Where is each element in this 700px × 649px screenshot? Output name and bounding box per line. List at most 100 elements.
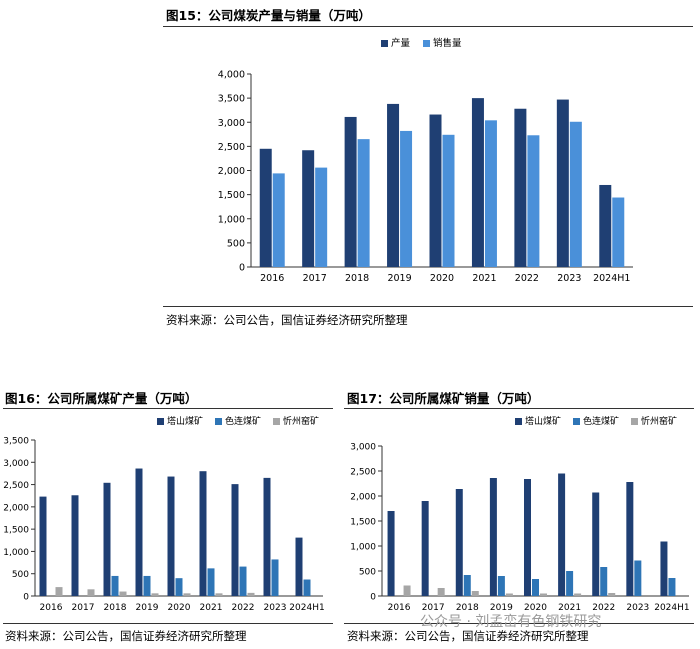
chart2-legend-swatch-s2 bbox=[631, 418, 638, 425]
chart1-x-tick-label-2020: 2020 bbox=[168, 603, 191, 613]
chart0-x-tick-label-2020: 2020 bbox=[430, 273, 454, 284]
chart1-bar-2021-s1 bbox=[207, 568, 215, 596]
figure-17-bottom-rule bbox=[344, 623, 694, 624]
chart0-y-tick-label-5: 2,500 bbox=[218, 142, 245, 153]
chart1-x-tick-label-2023: 2023 bbox=[264, 603, 287, 613]
chart1-legend-swatch-s1 bbox=[215, 418, 222, 425]
chart2-bar-2019-s1 bbox=[497, 576, 505, 596]
chart0-x-tick-label-2022: 2022 bbox=[515, 273, 539, 284]
chart2-bar-2022-s1 bbox=[600, 567, 608, 596]
chart1-x-tick-label-2017: 2017 bbox=[72, 603, 95, 613]
chart2-x-tick-label-2016: 2016 bbox=[388, 603, 411, 613]
chart0-bar-2017-s0 bbox=[302, 150, 315, 267]
chart1-legend-label-s0: 塔山煤矿 bbox=[167, 415, 203, 427]
chart1-bar-2020-s0 bbox=[167, 476, 175, 596]
chart2-bar-2019-s2 bbox=[505, 593, 513, 596]
chart1-y-tick-label-0: 0 bbox=[23, 593, 29, 603]
chart0-y-tick-label-8: 4,000 bbox=[218, 70, 245, 81]
chart0-bar-2018-s0 bbox=[344, 116, 357, 267]
chart1-y-tick-label-7: 3,500 bbox=[3, 437, 29, 447]
chart1-bar-2019-s2 bbox=[151, 593, 159, 596]
chart1-bar-2022-s2 bbox=[247, 592, 255, 596]
chart-17-mine-sales: 0 500 1,000 1,500 2,000 2,500 3,000 2016 2017 201… bbox=[350, 415, 689, 613]
chart1-legend-label-s1: 色连煤矿 bbox=[225, 415, 261, 427]
chart2-x-tick-label-2017: 2017 bbox=[422, 603, 445, 613]
figure-17-title: 图17：公司所属煤矿销量（万吨） bbox=[347, 391, 540, 406]
chart1-bar-2021-s2 bbox=[215, 593, 223, 596]
chart2-bar-2021-s0 bbox=[558, 473, 566, 596]
chart2-bar-2017-s0 bbox=[421, 501, 429, 596]
chart2-y-tick-label-5: 2,500 bbox=[350, 468, 376, 478]
chart0-legend-label-s1: 销售量 bbox=[433, 37, 462, 49]
chart0-bar-2016-s0 bbox=[259, 148, 272, 267]
chart1-bar-2018-s0 bbox=[103, 482, 111, 596]
chart0-bar-2022-s0 bbox=[514, 108, 527, 268]
chart0-legend-swatch-s0 bbox=[381, 40, 388, 47]
chart1-x-tick-label-2016: 2016 bbox=[40, 603, 63, 613]
chart1-x-tick-label-2019: 2019 bbox=[136, 603, 159, 613]
chart1-bar-2016-s2 bbox=[55, 587, 63, 596]
chart0-legend-swatch-s1 bbox=[423, 40, 430, 47]
chart2-x-tick-label-2018: 2018 bbox=[456, 603, 479, 613]
chart0-y-tick-label-3: 1,500 bbox=[218, 190, 245, 201]
chart1-x-tick-label-2022: 2022 bbox=[232, 603, 255, 613]
chart1-bar-2022-s0 bbox=[231, 484, 239, 596]
chart0-legend-label-s0: 产量 bbox=[391, 37, 411, 49]
chart0-bar-2018-s1 bbox=[357, 139, 370, 267]
chart1-y-tick-label-4: 2,000 bbox=[3, 503, 29, 513]
chart2-bar-2016-s0 bbox=[387, 511, 395, 596]
chart1-bar-2023-s1 bbox=[271, 559, 279, 596]
chart2-bar-2018-s0 bbox=[455, 489, 463, 596]
chart2-legend-label-s2: 忻州窑矿 bbox=[641, 415, 677, 427]
chart0-bar-2020-s0 bbox=[429, 114, 442, 267]
chart1-bar-2022-s1 bbox=[239, 566, 247, 596]
chart1-x-tick-label-2021: 2021 bbox=[200, 603, 223, 613]
chart2-bar-2021-s2 bbox=[574, 593, 582, 596]
chart2-bar-2020-s0 bbox=[524, 479, 531, 596]
chart2-bar-2023-s1 bbox=[634, 560, 642, 596]
chart0-y-tick-label-7: 3,500 bbox=[218, 94, 245, 105]
chart1-bar-2020-s2 bbox=[183, 593, 191, 596]
chart2-x-tick-label-2019: 2019 bbox=[490, 603, 513, 613]
chart2-x-tick-label-2020: 2020 bbox=[524, 603, 547, 613]
chart0-y-tick-label-0: 0 bbox=[239, 263, 245, 274]
chart0-y-tick-label-4: 2,000 bbox=[218, 166, 245, 177]
chart2-legend-label-s1: 色连煤矿 bbox=[583, 415, 619, 427]
chart1-y-tick-label-2: 1,000 bbox=[3, 548, 29, 558]
chart2-bar-2016-s2 bbox=[403, 585, 411, 596]
figure-15-source: 资料来源：公司公告，国信证券经济研究所整理 bbox=[166, 313, 408, 327]
chart2-bar-2024h1-s1 bbox=[668, 578, 676, 596]
figure-16-source: 资料来源：公司公告，国信证券经济研究所整理 bbox=[5, 629, 247, 643]
chart1-y-tick-label-6: 3,000 bbox=[3, 459, 29, 469]
figure-17-source: 资料来源：公司公告，国信证券经济研究所整理 bbox=[347, 629, 589, 643]
chart1-bar-2020-s1 bbox=[175, 578, 183, 596]
chart1-x-tick-label-2018: 2018 bbox=[104, 603, 127, 613]
chart1-legend-swatch-s2 bbox=[273, 418, 280, 425]
chart2-bar-2018-s1 bbox=[463, 575, 471, 596]
chart0-bar-2024h1-s1 bbox=[612, 197, 625, 267]
chart0-x-tick-label-2018: 2018 bbox=[345, 273, 369, 284]
chart2-y-tick-label-3: 1,500 bbox=[350, 518, 376, 528]
chart2-x-tick-label-2022: 2022 bbox=[592, 603, 615, 613]
chart0-bar-2024h1-s0 bbox=[599, 184, 612, 267]
chart0-x-tick-label-2017: 2017 bbox=[303, 273, 327, 284]
chart-16-mine-production: 0 500 1,000 1,500 2,000 2,500 3,000 3,500 2016 20… bbox=[3, 415, 324, 613]
watermark: 公众号 · 刘孟峦有色钢铁研究 bbox=[420, 614, 602, 630]
chart0-bar-2022-s1 bbox=[527, 135, 540, 267]
chart0-bar-2019-s1 bbox=[400, 130, 413, 267]
chart2-x-tick-label-2024h1: 2024H1 bbox=[654, 603, 689, 613]
chart2-bar-2022-s0 bbox=[592, 492, 600, 596]
chart0-bar-2017-s1 bbox=[315, 167, 328, 267]
chart0-x-tick-label-2024h1: 2024H1 bbox=[593, 273, 630, 284]
chart2-x-tick-label-2021: 2021 bbox=[558, 603, 581, 613]
chart1-bar-2024h1-s0 bbox=[295, 537, 303, 596]
chart2-y-tick-label-0: 0 bbox=[370, 593, 376, 603]
chart2-bar-2023-s0 bbox=[626, 482, 634, 596]
chart1-y-tick-label-1: 500 bbox=[12, 570, 29, 580]
figure-17-top-rule bbox=[344, 408, 694, 409]
chart0-bar-2019-s0 bbox=[387, 103, 400, 267]
chart2-y-tick-label-1: 500 bbox=[359, 568, 376, 578]
chart0-bar-2021-s0 bbox=[471, 98, 484, 267]
chart1-y-tick-label-5: 2,500 bbox=[3, 481, 29, 491]
figure-16-top-rule bbox=[3, 408, 333, 409]
